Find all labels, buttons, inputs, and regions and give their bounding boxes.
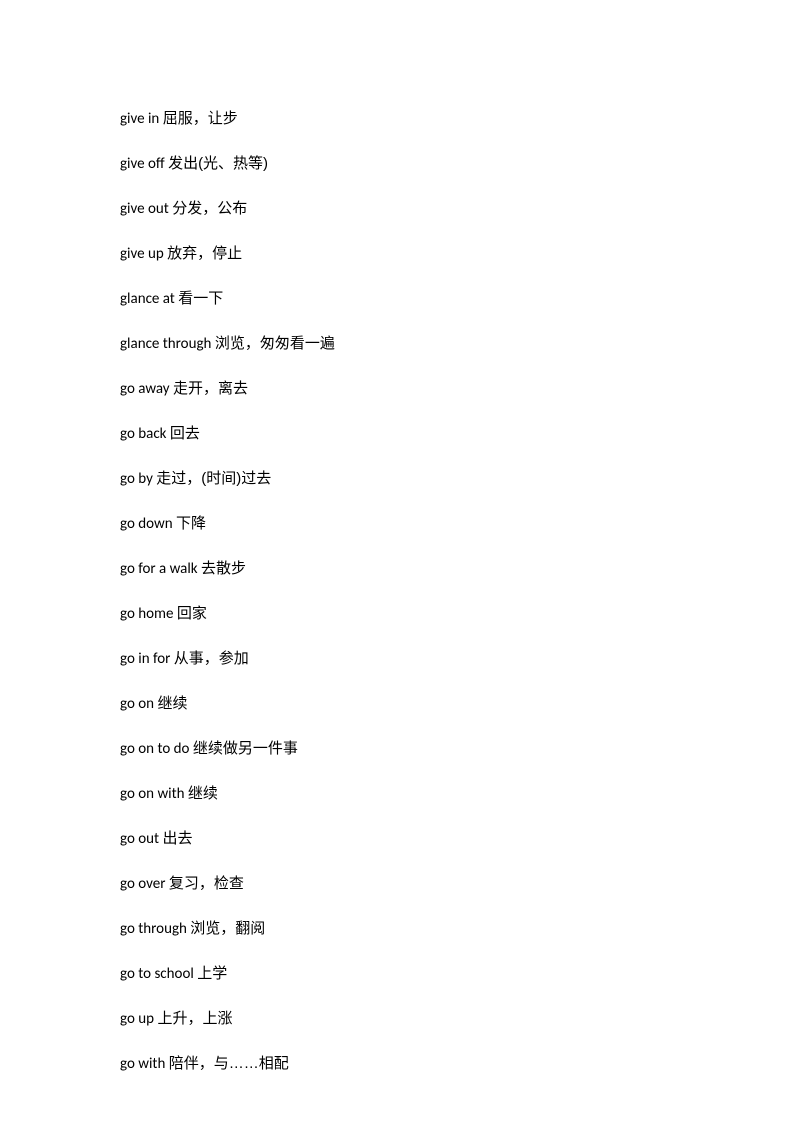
english-phrase: give up xyxy=(120,245,164,263)
english-phrase: give in xyxy=(120,110,159,128)
chinese-translation: 走开，离去 xyxy=(173,380,248,397)
chinese-translation: 继续 xyxy=(188,785,218,802)
vocabulary-entry: go home 回家 xyxy=(120,603,674,625)
vocabulary-entry: give in 屈服，让步 xyxy=(120,108,674,130)
english-phrase: give out xyxy=(120,200,169,218)
english-phrase: give off xyxy=(120,155,165,173)
vocabulary-entry: glance at 看一下 xyxy=(120,288,674,310)
chinese-translation: 回家 xyxy=(177,605,207,622)
chinese-translation: 走过，(时间)过去 xyxy=(156,470,271,487)
english-phrase: go with xyxy=(120,1055,165,1073)
chinese-translation: 浏览，翻阅 xyxy=(190,920,265,937)
english-phrase: go on xyxy=(120,695,154,713)
vocabulary-entry: glance through 浏览，匆匆看一遍 xyxy=(120,333,674,355)
chinese-translation: 陪伴，与……相配 xyxy=(169,1055,289,1072)
chinese-translation: 复习，检查 xyxy=(169,875,244,892)
vocabulary-entry: go to school 上学 xyxy=(120,963,674,985)
chinese-translation: 上升，上涨 xyxy=(157,1010,232,1027)
chinese-translation: 去散步 xyxy=(201,560,246,577)
english-phrase: go away xyxy=(120,380,170,398)
chinese-translation: 发出(光、热等) xyxy=(168,155,268,172)
vocabulary-entry: go for a walk 去散步 xyxy=(120,558,674,580)
english-phrase: go for a walk xyxy=(120,560,198,578)
english-phrase: go in for xyxy=(120,650,170,668)
vocabulary-entry: go out 出去 xyxy=(120,828,674,850)
vocabulary-entry: go away 走开，离去 xyxy=(120,378,674,400)
vocabulary-entry: go back 回去 xyxy=(120,423,674,445)
vocabulary-entry: give out 分发，公布 xyxy=(120,198,674,220)
english-phrase: go on with xyxy=(120,785,185,803)
vocabulary-entry: give up 放弃，停止 xyxy=(120,243,674,265)
english-phrase: go out xyxy=(120,830,159,848)
english-phrase: go up xyxy=(120,1010,154,1028)
english-phrase: glance through xyxy=(120,335,211,353)
vocabulary-entry: go with 陪伴，与……相配 xyxy=(120,1053,674,1075)
chinese-translation: 继续做另一件事 xyxy=(193,740,298,757)
chinese-translation: 下降 xyxy=(176,515,206,532)
chinese-translation: 看一下 xyxy=(178,290,223,307)
english-phrase: go down xyxy=(120,515,173,533)
chinese-translation: 放弃，停止 xyxy=(167,245,242,262)
chinese-translation: 屈服，让步 xyxy=(163,110,238,127)
chinese-translation: 回去 xyxy=(170,425,200,442)
english-phrase: go back xyxy=(120,425,167,443)
english-phrase: go over xyxy=(120,875,165,893)
chinese-translation: 浏览，匆匆看一遍 xyxy=(215,335,335,352)
vocabulary-entry: go down 下降 xyxy=(120,513,674,535)
chinese-translation: 继续 xyxy=(157,695,187,712)
vocabulary-entry: go by 走过，(时间)过去 xyxy=(120,468,674,490)
vocabulary-entry: go on 继续 xyxy=(120,693,674,715)
english-phrase: go home xyxy=(120,605,174,623)
chinese-translation: 出去 xyxy=(162,830,192,847)
vocabulary-entry: go in for 从事，参加 xyxy=(120,648,674,670)
english-phrase: go by xyxy=(120,470,153,488)
vocabulary-entry: give off 发出(光、热等) xyxy=(120,153,674,175)
vocabulary-list: give in 屈服，让步 give off 发出(光、热等) give out 分… xyxy=(120,108,674,1075)
english-phrase: go through xyxy=(120,920,187,938)
vocabulary-entry: go on to do 继续做另一件事 xyxy=(120,738,674,760)
english-phrase: go to school xyxy=(120,965,194,983)
vocabulary-entry: go through 浏览，翻阅 xyxy=(120,918,674,940)
chinese-translation: 分发，公布 xyxy=(172,200,247,217)
vocabulary-entry: go up 上升，上涨 xyxy=(120,1008,674,1030)
vocabulary-entry: go on with 继续 xyxy=(120,783,674,805)
chinese-translation: 上学 xyxy=(197,965,227,982)
english-phrase: go on to do xyxy=(120,740,189,758)
english-phrase: glance at xyxy=(120,290,175,308)
vocabulary-entry: go over 复习，检查 xyxy=(120,873,674,895)
chinese-translation: 从事，参加 xyxy=(174,650,249,667)
